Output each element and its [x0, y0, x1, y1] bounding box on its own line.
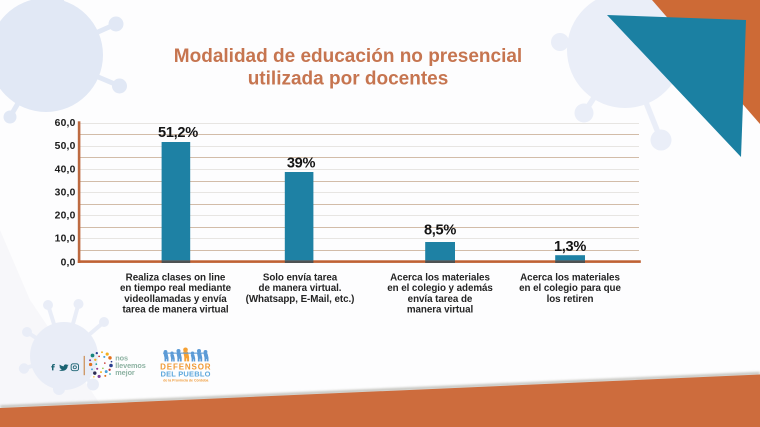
svg-text:40,0: 40,0	[55, 164, 76, 175]
svg-text:30,0: 30,0	[55, 187, 76, 198]
svg-text:los retiren: los retiren	[547, 294, 594, 305]
svg-text:51,2%: 51,2%	[158, 125, 198, 141]
svg-text:Modalidad de educación no pres: Modalidad de educación no presencial	[174, 46, 522, 67]
svg-text:DEL PUEBLO: DEL PUEBLO	[160, 370, 210, 379]
svg-text:nos: nos	[115, 354, 128, 363]
svg-text:8,5%: 8,5%	[424, 223, 456, 239]
svg-text:de la Provincia de Córdoba: de la Provincia de Córdoba	[163, 378, 208, 382]
svg-text:Acerca los materiales: Acerca los materiales	[390, 273, 490, 284]
svg-text:manera virtual: manera virtual	[407, 305, 474, 316]
svg-text:videollamadas y envía: videollamadas y envía	[124, 294, 227, 305]
svg-text:mejor: mejor	[115, 368, 135, 377]
svg-text:en el colegio y además: en el colegio y además	[387, 283, 493, 294]
svg-text:20,0: 20,0	[55, 211, 76, 222]
svg-text:1,3%: 1,3%	[554, 239, 586, 255]
svg-text:DEFENSOR: DEFENSOR	[160, 362, 211, 371]
svg-text:0,0: 0,0	[61, 257, 76, 268]
svg-text:60,0: 60,0	[55, 118, 76, 129]
svg-text:tarea de manera virtual: tarea de manera virtual	[122, 305, 228, 316]
svg-text:llevemos: llevemos	[115, 361, 145, 370]
svg-text:Realiza clases on line: Realiza clases on line	[126, 273, 226, 284]
svg-text:en tiempo real mediante: en tiempo real mediante	[120, 283, 232, 294]
svg-text:de manera virtual.: de manera virtual.	[259, 283, 342, 294]
svg-text:50,0: 50,0	[55, 141, 76, 152]
svg-text:utilizada por docentes: utilizada por docentes	[248, 69, 449, 90]
svg-text:39%: 39%	[287, 156, 316, 172]
svg-text:en el colegio para que: en el colegio para que	[519, 283, 621, 294]
svg-text:Acerca los materiales: Acerca los materiales	[520, 273, 620, 284]
svg-text:10,0: 10,0	[55, 234, 76, 245]
svg-text:Solo envía tarea: Solo envía tarea	[263, 273, 338, 284]
svg-text:(Whatsapp, E-Mail, etc.): (Whatsapp, E-Mail, etc.)	[246, 294, 355, 305]
svg-text:envía tarea de: envía tarea de	[408, 294, 473, 305]
